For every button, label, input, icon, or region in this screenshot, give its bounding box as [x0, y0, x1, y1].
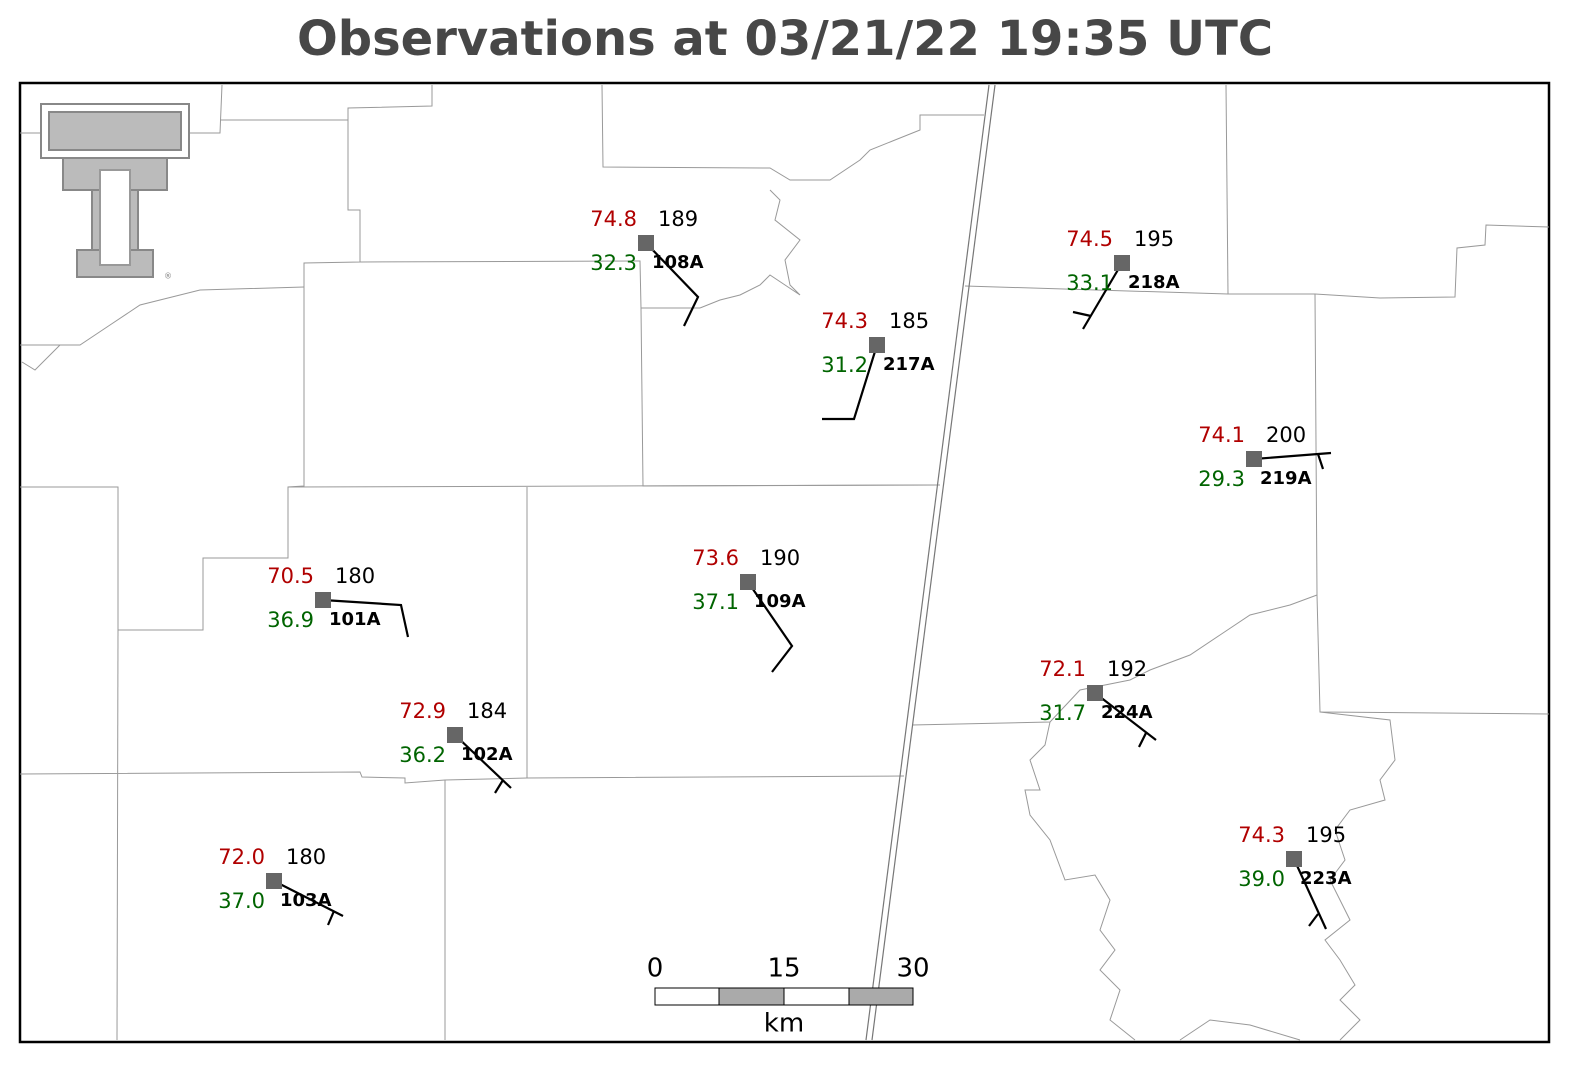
dewpoint: 32.3: [590, 251, 637, 275]
temperature: 74.1: [1198, 423, 1245, 447]
station-id: 219A: [1260, 468, 1312, 489]
wind-barb: [822, 344, 879, 421]
dewpoint: 37.1: [692, 590, 739, 614]
wind-barb: [326, 910, 336, 926]
svg-text:®: ®: [164, 272, 172, 281]
wind-barb: [1072, 310, 1092, 318]
scale-bar: 0 15 30 km: [647, 954, 930, 1039]
station-marker: [1286, 851, 1302, 867]
scale-label: 30: [896, 954, 929, 984]
dewpoint: 37.0: [218, 889, 265, 913]
station-marker: [1087, 685, 1103, 701]
pressure: 190: [760, 546, 800, 570]
pressure: 189: [658, 207, 698, 231]
temperature: 72.9: [399, 699, 446, 723]
scale-unit: km: [764, 1009, 804, 1039]
scale-label: 0: [647, 954, 664, 984]
wind-barb: [454, 734, 512, 789]
dewpoint: 31.2: [821, 353, 868, 377]
dewpoint: 36.2: [399, 743, 446, 767]
station-marker: [1114, 255, 1130, 271]
wind-barb: [1292, 858, 1328, 930]
map-title: Observations at 03/21/22 19:35 UTC: [297, 11, 1273, 67]
wind-barb: [645, 242, 700, 327]
pressure: 200: [1266, 423, 1306, 447]
wind-barb: [1316, 453, 1325, 470]
station-id: 108A: [652, 252, 704, 273]
station-marker: [447, 727, 463, 743]
wind-barb: [273, 880, 344, 917]
wind-barb: [1138, 732, 1147, 748]
pressure: 195: [1134, 227, 1174, 251]
station-id: 109A: [754, 591, 806, 612]
station-id: 224A: [1101, 702, 1153, 723]
logo: ®: [40, 103, 190, 281]
wind-barb: [494, 779, 504, 794]
pressure: 185: [889, 309, 929, 333]
dewpoint: 29.3: [1198, 467, 1245, 491]
scale-label: 15: [767, 954, 800, 984]
station-marker: [740, 574, 756, 590]
temperature: 74.3: [1238, 823, 1285, 847]
temperature: 74.3: [821, 309, 868, 333]
pressure: 184: [467, 699, 507, 723]
temperature: 70.5: [267, 564, 314, 588]
station-marker: [1246, 451, 1262, 467]
station-id: 101A: [329, 609, 381, 630]
temperature: 74.8: [590, 207, 637, 231]
station-id: 217A: [883, 354, 935, 375]
dewpoint: 39.0: [1238, 867, 1285, 891]
dewpoint: 36.9: [267, 608, 314, 632]
station-id: 218A: [1128, 272, 1180, 293]
station-id: 223A: [1300, 868, 1352, 889]
dewpoint: 31.7: [1039, 701, 1086, 725]
pressure: 195: [1306, 823, 1346, 847]
temperature: 74.5: [1066, 227, 1113, 251]
wind-barb: [747, 581, 794, 673]
temperature: 72.1: [1039, 657, 1086, 681]
station-id: 103A: [280, 890, 332, 911]
wind-barb: [1082, 262, 1123, 330]
temperature: 72.0: [218, 845, 265, 869]
pressure: 192: [1107, 657, 1147, 681]
station-marker: [266, 873, 282, 889]
station-marker: [869, 337, 885, 353]
pressure: 180: [286, 845, 326, 869]
station-id: 102A: [461, 744, 513, 765]
county-lines: [19, 84, 1550, 1041]
pressure: 180: [335, 564, 375, 588]
dewpoint: 33.1: [1066, 271, 1113, 295]
wind-barb: [1094, 692, 1157, 741]
wind-barb: [322, 598, 410, 638]
wind-barb: [1308, 913, 1319, 927]
station-marker: [638, 235, 654, 251]
stations: 74.8 189 32.3 108A 74.3 185 31.2 217A 74.5 195 33.…: [218, 207, 1352, 930]
temperature: 73.6: [692, 546, 739, 570]
station-marker: [315, 592, 331, 608]
